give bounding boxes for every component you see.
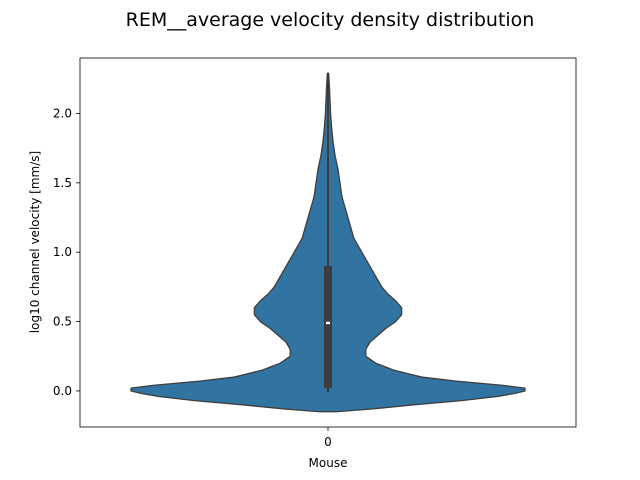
- y-tick-label: 1.5: [53, 176, 72, 190]
- y-axis-label: log10 channel velocity [mm/s]: [28, 151, 42, 333]
- x-tick-label: 0: [324, 435, 332, 449]
- violin-group: [130, 72, 526, 413]
- violin-median-marker: [326, 321, 330, 325]
- y-tick-label: 1.0: [53, 245, 72, 259]
- x-axis: 0: [324, 427, 332, 449]
- plot-frame: [79, 57, 577, 428]
- chart-title: REM__average velocity density distributi…: [126, 9, 535, 31]
- y-tick-label: 0.5: [53, 315, 72, 329]
- y-tick-label: 2.0: [53, 106, 72, 120]
- y-tick-label: 0.0: [53, 384, 72, 398]
- violin-iqr-box: [324, 266, 332, 389]
- x-axis-label: Mouse: [309, 456, 348, 470]
- y-axis: 0.0 0.5 1.0 1.5 2.0: [53, 106, 80, 398]
